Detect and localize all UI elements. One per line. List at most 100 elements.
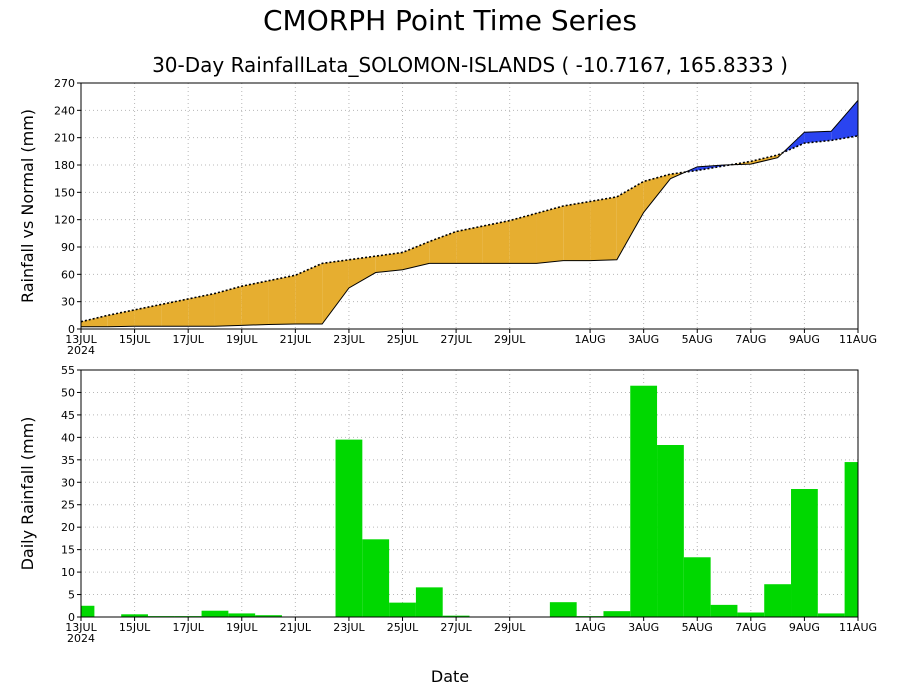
below-normal-area xyxy=(107,309,135,327)
daily-ytick-label: 45 xyxy=(61,409,75,422)
below-normal-area xyxy=(81,315,108,327)
daily-xtick-label: 1AUG xyxy=(575,621,606,634)
cumulative-ytick-label: 120 xyxy=(54,214,75,227)
below-normal-area xyxy=(348,256,376,288)
daily-ytick-label: 40 xyxy=(61,431,75,444)
cumulative-xtick-label: 25JUL xyxy=(387,333,419,346)
below-normal-area xyxy=(268,275,296,325)
cumulative-grid xyxy=(81,83,858,329)
daily-ytick-label: 55 xyxy=(61,364,75,377)
daily-xtick-label: 29JUL xyxy=(494,621,526,634)
cumulative-areas xyxy=(80,99,859,328)
daily-rainfall-bar xyxy=(603,611,631,617)
below-normal-area xyxy=(616,181,644,260)
below-normal-area xyxy=(456,226,483,264)
daily-y-axis-label: Daily Rainfall (mm) xyxy=(18,417,37,571)
daily-rainfall-bar xyxy=(255,615,282,617)
cumulative-xtick-label: 13JUL xyxy=(65,333,97,346)
cumulative-xtick-label: 27JUL xyxy=(440,333,472,346)
cumulative-ytick-label: 240 xyxy=(54,104,75,117)
daily-rainfall-bar xyxy=(201,610,229,617)
daily-ytick-label: 20 xyxy=(61,521,75,534)
below-normal-area xyxy=(482,220,510,264)
daily-xtick-label: 23JUL xyxy=(333,621,365,634)
daily-xtick-label: 13JUL xyxy=(65,621,97,634)
daily-ytick-label: 10 xyxy=(61,566,75,579)
daily-xtick-label: 17JUL xyxy=(172,621,204,634)
daily-xtick-label: 19JUL xyxy=(226,621,258,634)
below-normal-area xyxy=(322,259,349,324)
daily-ytick-label: 50 xyxy=(61,386,75,399)
daily-ytick-label: 35 xyxy=(61,454,75,467)
daily-rainfall-bar xyxy=(335,439,363,617)
normal-cumulative-line xyxy=(80,135,859,323)
cumulative-xtick-label: 11AUG xyxy=(839,333,877,346)
cumulative-xtick-label: 7AUG xyxy=(735,333,766,346)
daily-rainfall-bar xyxy=(817,613,845,617)
daily-rainfall-bar xyxy=(415,587,443,617)
daily-rainfall-bar xyxy=(362,539,390,617)
daily-rainfall-bar xyxy=(710,604,738,617)
below-normal-area xyxy=(134,304,162,327)
daily-plot-frame xyxy=(80,369,859,618)
daily-xtick-label: 11AUG xyxy=(839,621,877,634)
cumulative-ytick-label: 30 xyxy=(61,296,75,309)
daily-bars xyxy=(81,385,858,617)
above-normal-area xyxy=(831,100,858,141)
daily-ytick-label: 25 xyxy=(61,499,75,512)
cumulative-y-axis-label: Rainfall vs Normal (mm) xyxy=(18,109,37,303)
daily-xtick-year-label: 2024 xyxy=(67,632,95,645)
below-normal-area xyxy=(590,196,617,261)
daily-xtick-label: 27JUL xyxy=(440,621,472,634)
below-normal-area xyxy=(509,213,537,264)
below-normal-area xyxy=(188,293,215,327)
cumulative-xtick-label: 17JUL xyxy=(172,333,204,346)
cumulative-xtick-year-label: 2024 xyxy=(67,344,95,357)
cumulative-xtick-label: 3AUG xyxy=(628,333,659,346)
daily-ytick-label: 0 xyxy=(68,611,75,624)
below-normal-area xyxy=(295,263,323,324)
daily-rainfall-bar xyxy=(764,584,792,617)
cumulative-ytick-label: 60 xyxy=(61,268,75,281)
daily-xtick-label: 5AUG xyxy=(682,621,713,634)
chart-subtitle: 30-Day RainfallLata_SOLOMON-ISLANDS ( -1… xyxy=(152,53,788,77)
cumulative-ytick-label: 0 xyxy=(68,323,75,336)
cumulative-xtick-label: 23JUL xyxy=(333,333,365,346)
daily-rainfall-bar xyxy=(683,557,711,617)
cumulative-xtick-label: 1AUG xyxy=(575,333,606,346)
daily-rainfall-bar xyxy=(657,444,684,617)
cumulative-xtick-label: 9AUG xyxy=(789,333,820,346)
below-normal-area xyxy=(643,174,671,213)
cumulative-ytick-label: 90 xyxy=(61,241,75,254)
cumulative-ytick-label: 210 xyxy=(54,132,75,145)
daily-rainfall-bar xyxy=(121,614,148,617)
daily-rainfall-bar xyxy=(228,613,256,617)
daily-xtick-label: 7AUG xyxy=(735,621,766,634)
daily-xtick-label: 3AUG xyxy=(628,621,659,634)
daily-rainfall-bar xyxy=(442,615,470,617)
daily-ytick-label: 5 xyxy=(68,589,75,602)
daily-rainfall-bar xyxy=(81,605,95,617)
daily-ytick-label: 30 xyxy=(61,476,75,489)
chart-title: CMORPH Point Time Series xyxy=(263,4,637,37)
cumulative-xtick-label: 21JUL xyxy=(280,333,312,346)
daily-xtick-label: 25JUL xyxy=(387,621,419,634)
daily-rainfall-bar xyxy=(549,602,577,617)
daily-ytick-label: 15 xyxy=(61,544,75,557)
daily-rainfall-bar xyxy=(630,385,658,617)
cumulative-ytick-label: 150 xyxy=(54,186,75,199)
actual-cumulative-line xyxy=(81,99,859,328)
daily-rainfall-bar xyxy=(844,462,858,617)
cumulative-ytick-label: 270 xyxy=(54,77,75,90)
daily-xtick-label: 15JUL xyxy=(119,621,151,634)
daily-grid xyxy=(81,370,858,617)
below-normal-area xyxy=(536,206,564,264)
below-normal-area xyxy=(402,241,430,270)
cumulative-xtick-label: 19JUL xyxy=(226,333,258,346)
x-axis-label: Date xyxy=(431,667,469,686)
